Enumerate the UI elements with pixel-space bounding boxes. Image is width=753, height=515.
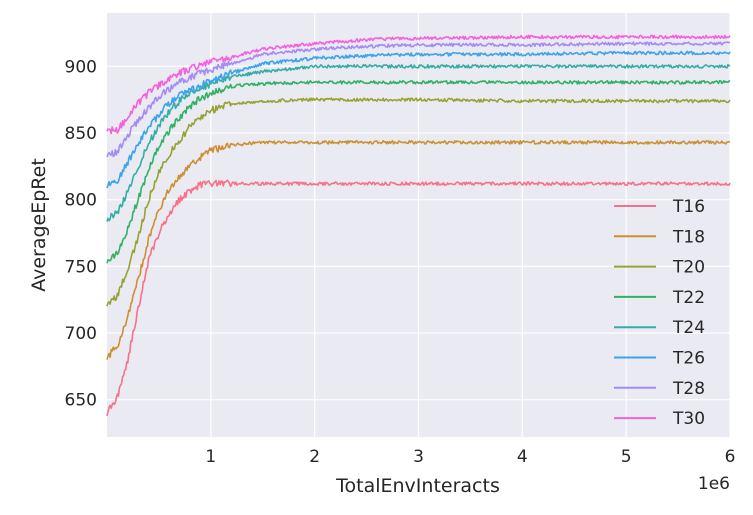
- series-line-t20: [106, 97, 731, 307]
- y-tick-label: 850: [65, 124, 97, 144]
- y-tick-label: 650: [65, 391, 97, 411]
- x-offset-label: 1e6: [698, 474, 730, 494]
- series-line-t30: [106, 34, 731, 135]
- y-tick-labels: 650 700 750 800 850 900: [65, 57, 97, 410]
- legend-label: T30: [672, 409, 705, 429]
- x-tick-label: 1: [205, 447, 216, 467]
- legend-label: T26: [672, 349, 705, 369]
- series-line-t16: [106, 179, 731, 417]
- legend-label: T16: [672, 197, 705, 217]
- series-line-t18: [106, 139, 731, 360]
- x-tick-label: 6: [725, 447, 736, 467]
- x-tick-label: 4: [517, 447, 528, 467]
- legend: T16 T18 T20 T22 T24 T26 T28 T30: [614, 197, 705, 429]
- series-line-t26: [106, 50, 731, 189]
- x-tick-label: 3: [413, 447, 424, 467]
- y-tick-label: 900: [65, 57, 97, 77]
- x-tick-label: 2: [309, 447, 320, 467]
- y-axis-label: AverageEpRet: [28, 158, 50, 292]
- series-lines: [106, 34, 731, 417]
- series-line-t28: [106, 41, 730, 158]
- legend-label: T20: [672, 258, 705, 278]
- series-line-t22: [106, 79, 731, 264]
- legend-label: T22: [672, 288, 705, 308]
- x-tick-label: 5: [621, 447, 632, 467]
- y-tick-label: 800: [65, 191, 97, 211]
- x-axis-label: TotalEnvInteracts: [335, 475, 500, 497]
- legend-label: T28: [672, 379, 705, 399]
- x-tick-labels: 1 2 3 4 5 6: [205, 447, 735, 467]
- legend-label: T18: [672, 227, 705, 247]
- y-tick-label: 750: [65, 257, 97, 277]
- series-line-t24: [106, 63, 731, 222]
- legend-label: T24: [672, 318, 705, 338]
- y-tick-label: 700: [65, 324, 97, 344]
